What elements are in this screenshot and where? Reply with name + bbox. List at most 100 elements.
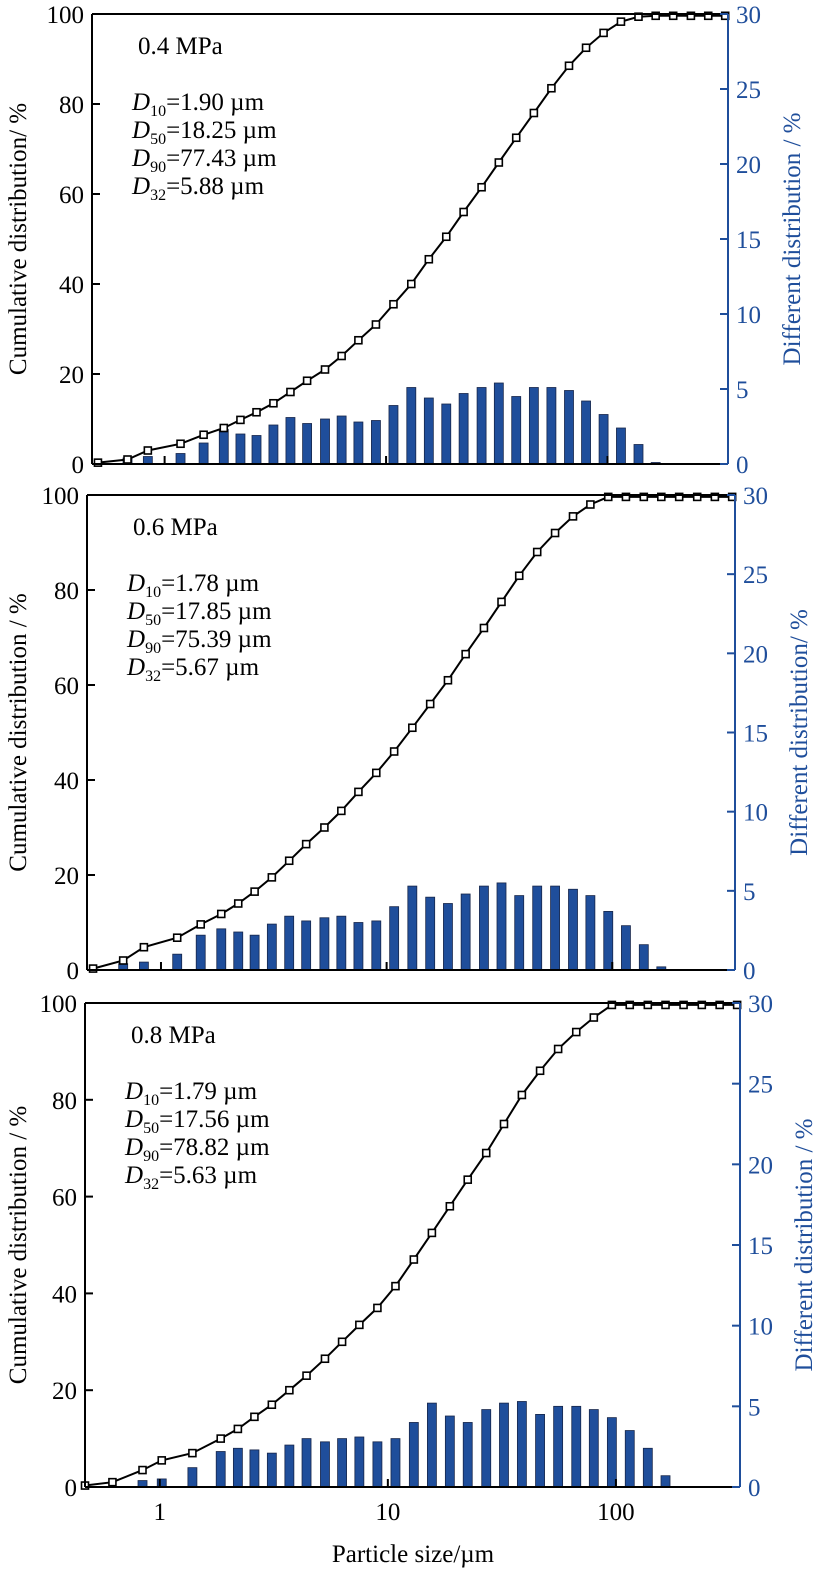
- differential-bar: [353, 421, 364, 465]
- left-tick-label: 40: [59, 272, 84, 299]
- cumulative-marker: [625, 1000, 635, 1010]
- differential-bar: [621, 925, 631, 971]
- cumulative-marker: [589, 1013, 599, 1022]
- right-tick-label: 20: [743, 641, 768, 668]
- right-tick-label: 15: [743, 721, 768, 748]
- cumulative-marker: [441, 232, 451, 242]
- cumulative-marker: [409, 1255, 419, 1264]
- cumulative-marker: [250, 887, 259, 896]
- differential-bar: [633, 444, 644, 465]
- left-tick-label: 20: [52, 1378, 77, 1405]
- cumulative-marker: [250, 1412, 259, 1422]
- cumulative-marker: [373, 1303, 382, 1313]
- cumulative-marker: [535, 1066, 545, 1076]
- differential-bar: [528, 387, 539, 465]
- cumulative-marker: [284, 856, 294, 866]
- differential-bar: [187, 1467, 198, 1488]
- cumulative-marker: [427, 1228, 437, 1238]
- differential-bar: [249, 1449, 260, 1488]
- differential-bar: [336, 415, 347, 465]
- differential-bar: [462, 1422, 473, 1488]
- differential-bar: [266, 1452, 277, 1488]
- differential-bar: [301, 920, 312, 971]
- left-tick-label: 20: [59, 362, 84, 389]
- cumulative-marker: [651, 11, 660, 21]
- cumulative-marker: [715, 1000, 724, 1010]
- cumulative-marker: [88, 964, 98, 973]
- cumulative-marker: [581, 43, 591, 53]
- stat-D50: D50=17.56 µm: [124, 1106, 270, 1137]
- cumulative-marker: [252, 407, 261, 417]
- cumulative-marker: [320, 1354, 330, 1364]
- differential-bar: [479, 885, 489, 971]
- left-tick-label: 20: [54, 863, 79, 890]
- cumulative-marker: [568, 512, 578, 521]
- differential-bar: [371, 920, 382, 971]
- cumulative-marker: [233, 899, 243, 908]
- differential-bar: [406, 387, 417, 465]
- panel-p04: 0 20 40 60 80 100 0 5 10 15 20 25 30 Cumulative distr…: [5, 2, 806, 479]
- differential-bar: [388, 405, 399, 465]
- differential-bar: [443, 903, 453, 971]
- differential-bar: [215, 1451, 226, 1488]
- differential-bar: [425, 896, 436, 971]
- differential-bar: [251, 435, 262, 465]
- left-tick-label: 0: [67, 958, 80, 985]
- cumulative-marker: [517, 1090, 527, 1100]
- cumulative-marker: [445, 1201, 455, 1211]
- cumulative-marker: [157, 1456, 167, 1465]
- right-tick-label: 10: [736, 302, 761, 329]
- cumulative-marker: [463, 1175, 473, 1184]
- cumulative-marker: [511, 133, 521, 143]
- differential-bar: [142, 456, 153, 465]
- differential-bar: [371, 420, 381, 465]
- differential-bar: [581, 400, 591, 465]
- left-tick-label: 60: [54, 673, 79, 700]
- differential-bar: [606, 1417, 617, 1488]
- cumulative-marker: [479, 623, 489, 633]
- panel-p06: 0 20 40 60 80 100 0 5 10 15 20 25 30 Cumulative distr…: [5, 483, 813, 985]
- differential-bar: [423, 397, 434, 465]
- cumulative-marker: [461, 649, 470, 659]
- cumulative-marker: [697, 1000, 707, 1010]
- differential-bar: [642, 1447, 653, 1488]
- stat-D10: D10=1.78 µm: [126, 570, 260, 601]
- left-tick-label: 80: [54, 578, 79, 605]
- differential-bar: [585, 895, 596, 971]
- left-tick-label: 100: [47, 2, 85, 29]
- cumulative-marker: [172, 933, 182, 943]
- pressure-label: 0.6 MPa: [133, 514, 218, 541]
- cumulative-marker: [586, 500, 595, 509]
- stat-D32: D32=5.67 µm: [126, 654, 260, 685]
- cumulative-marker: [93, 458, 103, 467]
- cumulative-marker: [199, 430, 208, 440]
- differential-bar: [603, 911, 614, 971]
- cumulative-marker: [686, 11, 696, 21]
- cumulative-marker: [391, 1281, 400, 1291]
- differential-bar: [354, 1436, 365, 1488]
- cumulative-marker: [139, 942, 149, 952]
- cumulative-marker: [143, 446, 153, 455]
- right-tick-label: 15: [736, 227, 761, 254]
- cumulative-marker: [425, 699, 435, 709]
- stat-D10: D10=1.90 µm: [131, 89, 265, 120]
- differential-bar: [268, 424, 279, 465]
- left-tick-label: 40: [52, 1281, 77, 1308]
- stat-D32: D32=5.63 µm: [124, 1162, 258, 1193]
- differential-bar: [216, 928, 227, 971]
- cumulative-marker: [494, 158, 504, 167]
- differential-bar: [516, 1401, 527, 1488]
- differential-bar: [390, 1438, 401, 1488]
- differential-bar: [444, 1415, 455, 1488]
- cumulative-marker: [499, 1119, 509, 1129]
- cumulative-marker: [233, 1424, 243, 1434]
- pressure-label: 0.8 MPa: [131, 1022, 216, 1049]
- pressure-label: 0.4 MPa: [138, 33, 223, 60]
- cumulative-marker: [286, 387, 295, 397]
- differential-bar: [233, 931, 244, 971]
- differential-bar: [532, 885, 543, 971]
- differential-bar: [499, 1402, 509, 1488]
- differential-bar: [372, 1441, 383, 1488]
- right-tick-label: 20: [748, 1152, 773, 1179]
- differential-bar: [546, 387, 557, 465]
